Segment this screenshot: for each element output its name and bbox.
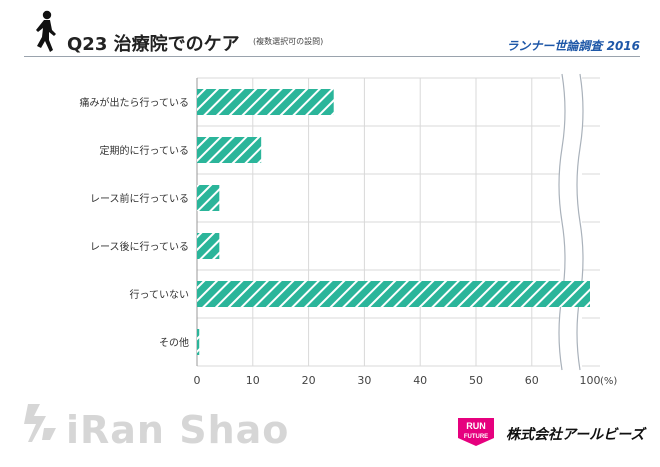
x-tick-label: 100 [580, 374, 601, 387]
x-tick-label: 60 [525, 374, 539, 387]
bar [197, 137, 262, 163]
category-label: 定期的に行っている [100, 144, 190, 157]
category-label: レース前に行っている [90, 192, 189, 205]
x-unit-label: (%) [600, 376, 617, 387]
x-tick-label: 40 [413, 374, 427, 387]
iranshao-logo-icon [24, 404, 56, 442]
axis-break-band [560, 74, 582, 370]
run-future-badge-icon: RUN FUTURE [458, 418, 494, 446]
x-tick-label: 10 [246, 374, 260, 387]
bar [197, 233, 220, 259]
bar [197, 89, 334, 115]
chart-subtitle: (複数選択可の設問) [253, 37, 324, 46]
x-tick-label: 30 [357, 374, 371, 387]
bar [197, 281, 590, 307]
header-divider [24, 56, 640, 57]
chart-title: Q23 治療院でのケア [67, 34, 240, 55]
badge-line-future: FUTURE [464, 434, 488, 440]
bar [197, 185, 220, 211]
chart-header: Q23 治療院でのケア (複数選択可の設問) ランナー世論調査 2016 [0, 0, 660, 64]
survey-name: ランナー世論調査 2016 [506, 39, 640, 53]
axis-break-wave [576, 73, 584, 371]
category-label: 行っていない [130, 288, 190, 301]
x-tick-label: 0 [194, 374, 201, 387]
axis-break-wave [558, 73, 566, 371]
x-tick-label: 20 [302, 374, 316, 387]
runner-silhouette-icon [36, 10, 56, 52]
category-label: レース後に行っている [90, 240, 189, 253]
category-label: その他 [159, 336, 189, 349]
bar [197, 329, 200, 355]
category-label: 痛みが出たら行っている [80, 96, 190, 109]
company-name: 株式会社アールビーズ [506, 427, 645, 443]
watermark-brand: iRan Shao [66, 408, 290, 452]
x-tick-label: 50 [469, 374, 483, 387]
badge-line-run: RUN [466, 421, 486, 431]
